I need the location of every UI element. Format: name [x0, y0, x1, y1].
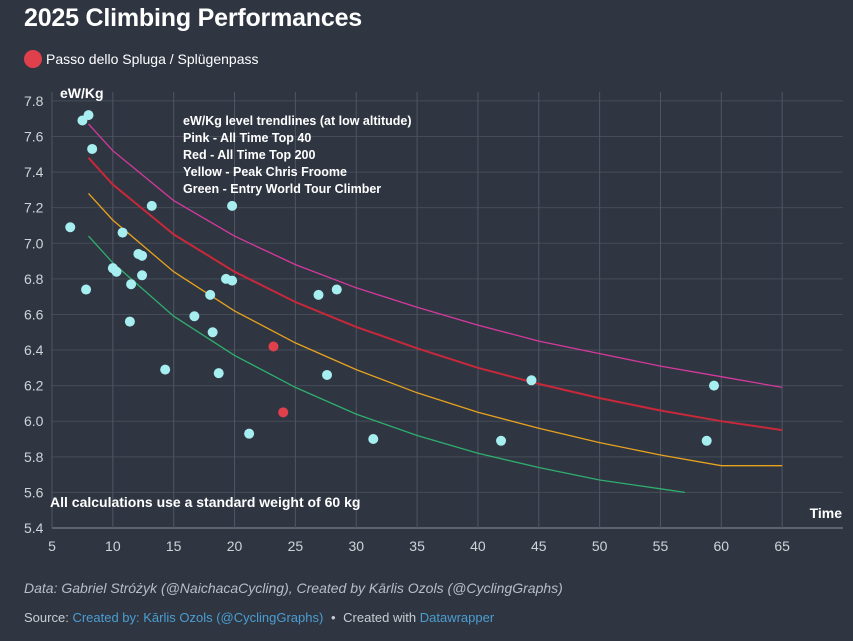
annotations: eW/Kg level trendlines (at low altitude)… [50, 114, 412, 510]
annotation-line: Green - Entry World Tour Climber [183, 182, 381, 196]
y-tick-label: 5.4 [24, 520, 44, 536]
y-tick-label: 7.4 [24, 164, 44, 180]
x-tick-label: 50 [592, 538, 608, 554]
created-with-label: Created with [343, 610, 417, 625]
chart-title: 2025 Climbing Performances [24, 4, 362, 32]
y-tick-label: 7.8 [24, 93, 44, 109]
data-point [526, 375, 537, 386]
x-tick-label: 45 [531, 538, 547, 554]
y-tick-label: 7.0 [24, 235, 44, 251]
annotation-line: eW/Kg level trendlines (at low altitude) [183, 114, 412, 128]
data-point [227, 275, 238, 286]
tick-labels: 5.4 5.6 5.8 6.0 6.2 6.4 6.6 6.8 7.0 7.2 7.4 7.6 7.8 5… [24, 85, 842, 554]
data-point [244, 428, 255, 439]
data-point [124, 316, 135, 327]
y-axis-label: eW/Kg [60, 85, 104, 101]
data-point [126, 279, 137, 290]
legend-swatch [24, 50, 42, 68]
trendline [88, 123, 783, 389]
annotation-line: Yellow - Peak Chris Froome [183, 165, 347, 179]
data-point [496, 435, 507, 446]
x-axis-label: Time [810, 505, 843, 521]
annotation-line: Pink - All Time Top 40 [183, 131, 311, 145]
data-point [278, 407, 289, 418]
x-tick-label: 40 [470, 538, 486, 554]
y-tick-label: 6.8 [24, 271, 44, 287]
legend: Passo dello Spluga / Splügenpass [24, 50, 258, 68]
data-point [268, 341, 279, 352]
data-point [709, 380, 720, 391]
y-tick-label: 7.2 [24, 200, 44, 216]
y-tick-label: 5.6 [24, 484, 44, 500]
data-point [207, 327, 218, 338]
y-tick-label: 5.8 [24, 449, 44, 465]
weight-note: All calculations use a standard weight o… [50, 494, 360, 510]
data-point [117, 227, 128, 238]
data-point [189, 311, 200, 322]
x-tick-label: 10 [105, 538, 121, 554]
trendline [88, 192, 783, 467]
trendline [88, 235, 685, 494]
data-point [87, 143, 98, 154]
data-point [322, 369, 333, 380]
data-points [65, 110, 720, 446]
source-label: Source: [24, 610, 69, 625]
x-tick-label: 65 [774, 538, 790, 554]
data-credit: Data: Gabriel Stróżyk (@NaichacaCycling)… [24, 580, 563, 596]
data-point [313, 289, 324, 300]
data-point [111, 266, 122, 277]
x-tick-label: 25 [288, 538, 304, 554]
data-point [227, 200, 238, 211]
data-point [83, 110, 94, 121]
y-tick-label: 6.0 [24, 413, 44, 429]
x-tick-label: 15 [166, 538, 182, 554]
separator: • [330, 610, 336, 625]
data-point [701, 435, 712, 446]
data-point [65, 222, 76, 233]
data-point [81, 284, 92, 295]
y-tick-label: 6.6 [24, 306, 44, 322]
data-point [137, 250, 148, 261]
x-tick-label: 55 [653, 538, 669, 554]
x-tick-label: 35 [409, 538, 425, 554]
x-tick-label: 60 [714, 538, 730, 554]
trendlines [87, 123, 783, 494]
annotation-line: Red - All Time Top 200 [183, 148, 315, 162]
data-point [137, 270, 148, 281]
data-point [331, 284, 342, 295]
data-point [213, 368, 224, 379]
y-tick-label: 7.6 [24, 128, 44, 144]
trendline [87, 157, 783, 432]
source-link[interactable]: Created by: Kārlis Ozols (@CyclingGraphs… [72, 610, 324, 625]
data-point [205, 289, 216, 300]
source-line: Source: Created by: Kārlis Ozols (@Cycli… [24, 610, 494, 625]
grid [51, 92, 843, 529]
datawrapper-link[interactable]: Datawrapper [419, 610, 495, 625]
data-point [160, 364, 171, 375]
data-point [146, 200, 157, 211]
x-tick-label: 5 [48, 538, 56, 554]
y-tick-label: 6.4 [24, 342, 44, 358]
x-tick-label: 30 [348, 538, 364, 554]
legend-label: Passo dello Spluga / Splügenpass [46, 51, 259, 67]
x-tick-label: 20 [227, 538, 243, 554]
y-tick-label: 6.2 [24, 378, 44, 394]
data-point [368, 434, 379, 445]
